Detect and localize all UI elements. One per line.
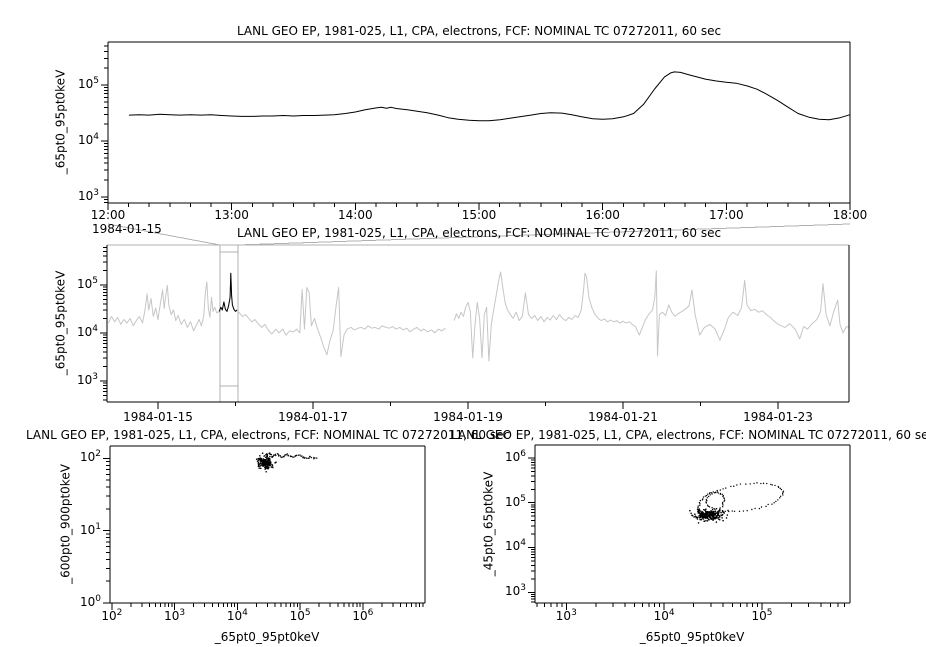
panel1-y-tick-label: 104 bbox=[77, 131, 99, 147]
panel2-x-tick-label: 1984-01-15 bbox=[123, 410, 193, 424]
panel1-title: LANL GEO EP, 1981-025, L1, CPA, electron… bbox=[236, 24, 722, 38]
panel1-x-axis-date-label: 1984-01-15 bbox=[92, 222, 162, 236]
panel4-x-tick-label: 105 bbox=[751, 608, 773, 623]
panel4-y-tick-label: 103 bbox=[504, 583, 526, 599]
panel2-title: LANL GEO EP, 1981-025, L1, CPA, electron… bbox=[236, 226, 722, 240]
panel3-x-tick-label: 103 bbox=[164, 608, 186, 623]
panel1-y-tick-label: 105 bbox=[77, 76, 99, 92]
panel1-y-tick-label: 103 bbox=[77, 187, 99, 203]
panel1-x-tick-label: 17:00 bbox=[709, 208, 744, 222]
panel2-x-tick-label: 1984-01-23 bbox=[743, 410, 813, 424]
panel1-plot-area[interactable] bbox=[108, 42, 850, 203]
panel4-x-tick-label: 104 bbox=[653, 608, 675, 623]
panel4-x-tick-label: 103 bbox=[555, 608, 577, 623]
panel2-plot-area[interactable] bbox=[107, 245, 849, 402]
panel2-y-tick-label: 104 bbox=[76, 323, 98, 339]
panel3-x-tick-label: 106 bbox=[352, 608, 374, 623]
panel3-x-axis-label: _65pt0_95pt0keV bbox=[214, 630, 320, 644]
panel3-x-tick-label: 102 bbox=[101, 608, 123, 623]
panel4-y-tick-label: 105 bbox=[504, 493, 526, 509]
panel2-y-axis-label: _65pt0_95pt0keV bbox=[53, 270, 68, 376]
panel1-x-tick-label: 14:00 bbox=[338, 208, 373, 222]
panel3-y-tick-label: 102 bbox=[79, 449, 101, 465]
panel3-y-tick-label: 101 bbox=[79, 521, 101, 537]
panel4-title: LANL GEO EP, 1981-025, L1, CPA, electron… bbox=[450, 428, 926, 442]
panel1-x-tick-label: 16:00 bbox=[585, 208, 620, 222]
panel3-x-tick-label: 105 bbox=[289, 608, 311, 623]
panel1-x-tick-label: 12:00 bbox=[90, 208, 126, 222]
panel3-plot-area[interactable] bbox=[110, 446, 425, 603]
panel2-x-tick-label: 1984-01-19 bbox=[433, 410, 503, 424]
panel4-x-axis-label: _65pt0_95pt0keV bbox=[639, 630, 745, 644]
panel3-title: LANL GEO EP, 1981-025, L1, CPA, electron… bbox=[25, 428, 511, 442]
panel2-y-tick-label: 103 bbox=[76, 371, 98, 387]
panel4-plot-area[interactable] bbox=[535, 445, 850, 603]
panel4-y-tick-label: 104 bbox=[504, 538, 526, 554]
panel2-y-tick-label: 105 bbox=[76, 275, 98, 291]
panel1-y-axis-label: _65pt0_95pt0keV bbox=[53, 69, 68, 175]
panel1-x-tick-label: 15:00 bbox=[461, 208, 497, 222]
panel3-x-tick-label: 104 bbox=[226, 608, 248, 623]
panel1-x-tick-label: 18:00 bbox=[832, 208, 868, 222]
panel4-y-tick-label: 106 bbox=[504, 448, 526, 464]
context-zoom-box-handle[interactable] bbox=[220, 245, 238, 402]
panel2-x-tick-label: 1984-01-17 bbox=[278, 410, 348, 424]
panel1-x-tick-label: 13:00 bbox=[214, 208, 249, 222]
panel3-y-tick-label: 100 bbox=[79, 594, 101, 609]
panel2-x-tick-label: 1984-01-21 bbox=[588, 410, 658, 424]
panel3-y-axis-label: _600pt0_900pt0keV bbox=[58, 464, 73, 584]
panel4-y-axis-label: _45pt0_65pt0keV bbox=[481, 471, 496, 577]
